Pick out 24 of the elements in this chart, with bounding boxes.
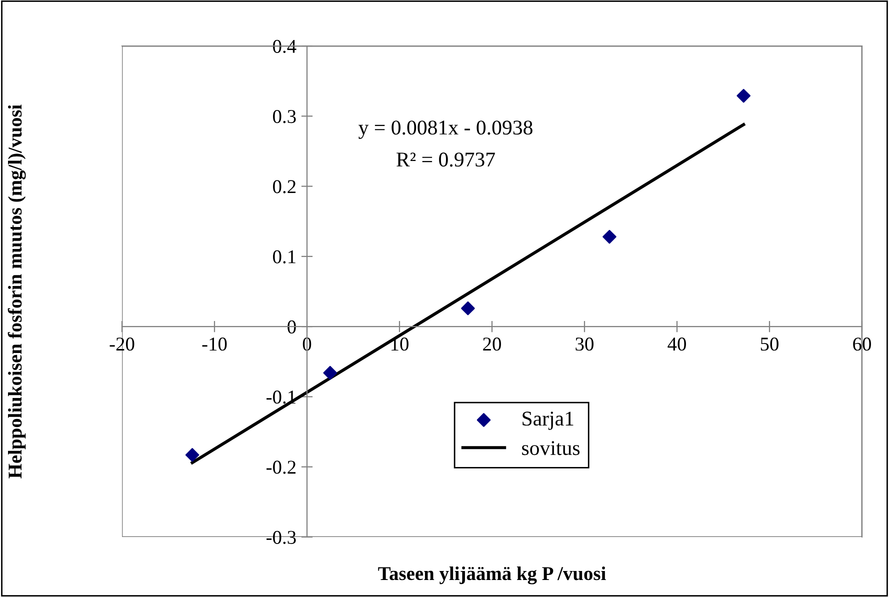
x-tick-label: 50: [760, 338, 778, 351]
y-tick-label: 0.1: [273, 250, 296, 264]
y-axis-title: Helppoliukoisen fosforin muutos (mg/l)/vuosi: [8, 104, 26, 478]
y-tick-label: 0.2: [273, 180, 296, 194]
y-tick-label: 0.3: [273, 110, 296, 124]
x-tick-label: 60: [853, 338, 871, 351]
x-axis-title: Taseen ylijäämä kg P /vuosi: [378, 566, 606, 584]
annotation: R² = 0.9737: [396, 152, 495, 167]
point: [736, 88, 751, 103]
point: [461, 301, 475, 316]
legend-label: Sarja1: [522, 412, 574, 430]
x-tick-label: 20: [483, 338, 501, 351]
legend-label: sovitus: [522, 441, 580, 456]
x-tick-label: -10: [202, 338, 227, 351]
point: [323, 366, 338, 380]
point: [602, 230, 616, 244]
x-tick-label: 30: [576, 338, 594, 351]
annotation: y = 0.0081x - 0.0938: [358, 120, 532, 139]
x-tick-label: 0: [302, 338, 312, 351]
y-tick-label: -0.2: [266, 460, 296, 474]
point: [185, 448, 200, 462]
x-tick-label: 40: [668, 338, 686, 351]
y-tick-label: -0.3: [266, 530, 296, 544]
x-tick-label: -20: [110, 338, 134, 351]
